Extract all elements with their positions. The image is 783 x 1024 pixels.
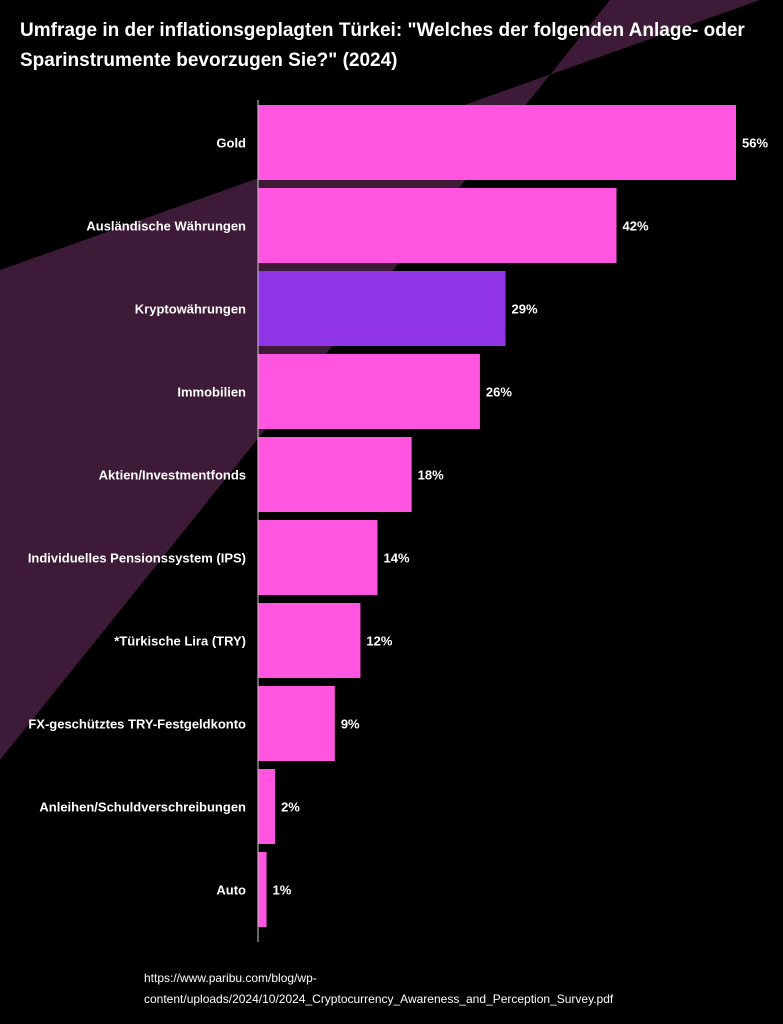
value-label-5: 14% (384, 551, 410, 566)
bar-5 (258, 520, 378, 595)
value-label-6: 12% (366, 634, 392, 649)
bar-8 (258, 769, 276, 844)
value-label-8: 2% (281, 800, 300, 815)
category-label-4: Aktien/Investmentfonds (99, 468, 246, 483)
value-label-7: 9% (341, 717, 360, 732)
source-line-2: content/uploads/2024/10/2024_Cryptocurre… (144, 992, 614, 1006)
chart-title: Umfrage in der inflationsgeplagten Türke… (20, 20, 745, 71)
bars-group: Gold 56% Ausländische Währungen 42% Kryptowä… (28, 105, 768, 927)
value-label-3: 26% (486, 385, 512, 400)
category-label-3: Immobilien (177, 385, 246, 400)
bar-1 (258, 188, 617, 263)
bar-0 (258, 105, 736, 180)
value-label-9: 1% (273, 883, 292, 898)
value-label-1: 42% (623, 219, 649, 234)
source-note: https://www.paribu.com/blog/wp- content/… (144, 968, 744, 1010)
bar-4 (258, 437, 412, 512)
bar-2 (258, 271, 506, 346)
value-label-4: 18% (418, 468, 444, 483)
bar-7 (258, 686, 335, 761)
category-label-7: FX-geschütztes TRY-Festgeldkonto (28, 717, 246, 732)
source-line-1: https://www.paribu.com/blog/wp- (144, 971, 317, 985)
category-label-9: Auto (216, 883, 246, 898)
value-label-0: 56% (742, 136, 768, 151)
category-label-1: Ausländische Währungen (86, 219, 246, 234)
bar-9 (258, 852, 267, 927)
category-label-2: Kryptowährungen (135, 302, 246, 317)
value-label-2: 29% (512, 302, 538, 317)
bar-3 (258, 354, 480, 429)
bar-6 (258, 603, 361, 678)
category-label-0: Gold (216, 136, 246, 151)
category-label-5: Individuelles Pensionssystem (IPS) (28, 551, 246, 566)
category-label-6: *Türkische Lira (TRY) (114, 634, 246, 649)
category-label-8: Anleihen/Schuldverschreibungen (39, 800, 246, 815)
